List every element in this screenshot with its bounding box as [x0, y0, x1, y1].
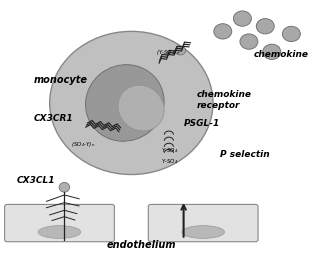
Ellipse shape — [175, 46, 186, 55]
Ellipse shape — [234, 11, 251, 26]
FancyBboxPatch shape — [5, 204, 114, 242]
Text: Y-SO$_4$: Y-SO$_4$ — [161, 146, 178, 155]
Text: PSGL-1: PSGL-1 — [184, 120, 220, 128]
Text: CX3CL1: CX3CL1 — [17, 176, 55, 185]
Ellipse shape — [256, 19, 274, 34]
Ellipse shape — [282, 26, 300, 42]
FancyBboxPatch shape — [148, 204, 258, 242]
Ellipse shape — [240, 34, 258, 49]
Ellipse shape — [214, 24, 232, 39]
Ellipse shape — [182, 226, 224, 238]
Text: P selectin: P selectin — [219, 150, 269, 159]
Text: chemokine: chemokine — [254, 50, 309, 59]
Ellipse shape — [118, 85, 164, 131]
Text: endothelium: endothelium — [106, 240, 176, 250]
Text: CX3CR1: CX3CR1 — [33, 114, 73, 123]
Text: (SO$_4$-Y)$_n$: (SO$_4$-Y)$_n$ — [71, 140, 95, 149]
Ellipse shape — [263, 44, 281, 59]
Text: monocyte: monocyte — [33, 75, 87, 85]
Ellipse shape — [59, 182, 70, 192]
Text: chemokine
receptor: chemokine receptor — [197, 90, 252, 109]
Text: Y-SO$_4$: Y-SO$_4$ — [161, 157, 178, 166]
Text: (Y-SO$_4$)$_n$: (Y-SO$_4$)$_n$ — [156, 48, 180, 57]
Ellipse shape — [50, 31, 213, 175]
Ellipse shape — [86, 65, 164, 141]
Ellipse shape — [38, 226, 81, 238]
